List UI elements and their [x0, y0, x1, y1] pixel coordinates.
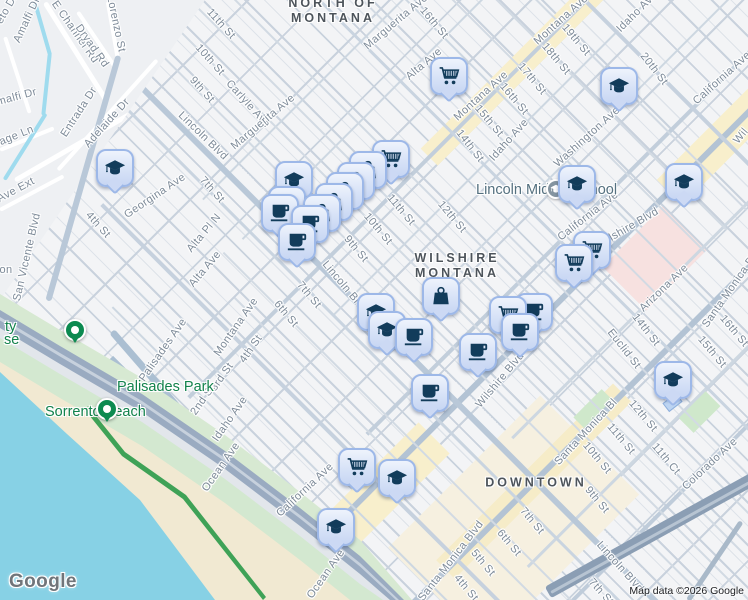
graduation-cap-icon: [566, 173, 588, 195]
poi-label: Sorrento Beach: [45, 404, 146, 420]
marker-pin-cup[interactable]: [278, 223, 316, 269]
park-poi-pin[interactable]: [96, 398, 118, 422]
marker-pin-cap[interactable]: [378, 459, 416, 505]
marker-pin-cup[interactable]: [411, 374, 449, 420]
poi-label: se: [4, 332, 20, 348]
poi-label: Palisades Park: [117, 379, 214, 395]
marker-pin-cap[interactable]: [665, 163, 703, 209]
shopping-cart-icon: [563, 252, 585, 274]
marker-pin-cart[interactable]: [555, 244, 593, 290]
coffee-cup-icon: [269, 202, 291, 224]
area-label: NORTH OF MONTANA: [288, 0, 378, 25]
park-poi-pin[interactable]: [64, 319, 86, 343]
poi-label: ty: [5, 319, 17, 335]
shopping-bag-icon: [430, 285, 452, 307]
marker-pin-cart[interactable]: [430, 57, 468, 103]
graduation-cap-icon: [386, 467, 408, 489]
coffee-cup-icon: [403, 326, 425, 348]
marker-pin-bag[interactable]: [422, 277, 460, 323]
marker-pin-cup[interactable]: [459, 333, 497, 379]
creek-line: [41, 53, 52, 116]
marker-pin-cup[interactable]: [395, 318, 433, 364]
coffee-cup-icon: [419, 382, 441, 404]
graduation-cap-icon: [662, 369, 684, 391]
coffee-cup-icon: [509, 321, 531, 343]
graduation-cap-icon: [608, 75, 630, 97]
marker-pin-cap[interactable]: [558, 165, 596, 211]
marker-pin-cap[interactable]: [317, 508, 355, 554]
marker-pin-cup[interactable]: [501, 313, 539, 359]
marker-pin-cap[interactable]: [96, 149, 134, 195]
street-label: on: [0, 264, 13, 276]
area-label: DOWNTOWN: [485, 475, 587, 490]
graduation-cap-icon: [325, 516, 347, 538]
marker-pin-cap[interactable]: [600, 67, 638, 113]
shopping-cart-icon: [438, 65, 460, 87]
graduation-cap-icon: [104, 157, 126, 179]
shopping-cart-icon: [346, 456, 368, 478]
google-logo[interactable]: Google: [9, 571, 77, 592]
coffee-cup-icon: [467, 341, 489, 363]
graduation-cap-icon: [673, 171, 695, 193]
area-label: WILSHIRE MONTANA: [414, 251, 500, 280]
map-attribution: Map data ©2026 Google: [629, 585, 744, 597]
marker-pin-cart[interactable]: [338, 448, 376, 494]
marker-pin-cap[interactable]: [654, 361, 692, 407]
coffee-cup-icon: [286, 231, 308, 253]
